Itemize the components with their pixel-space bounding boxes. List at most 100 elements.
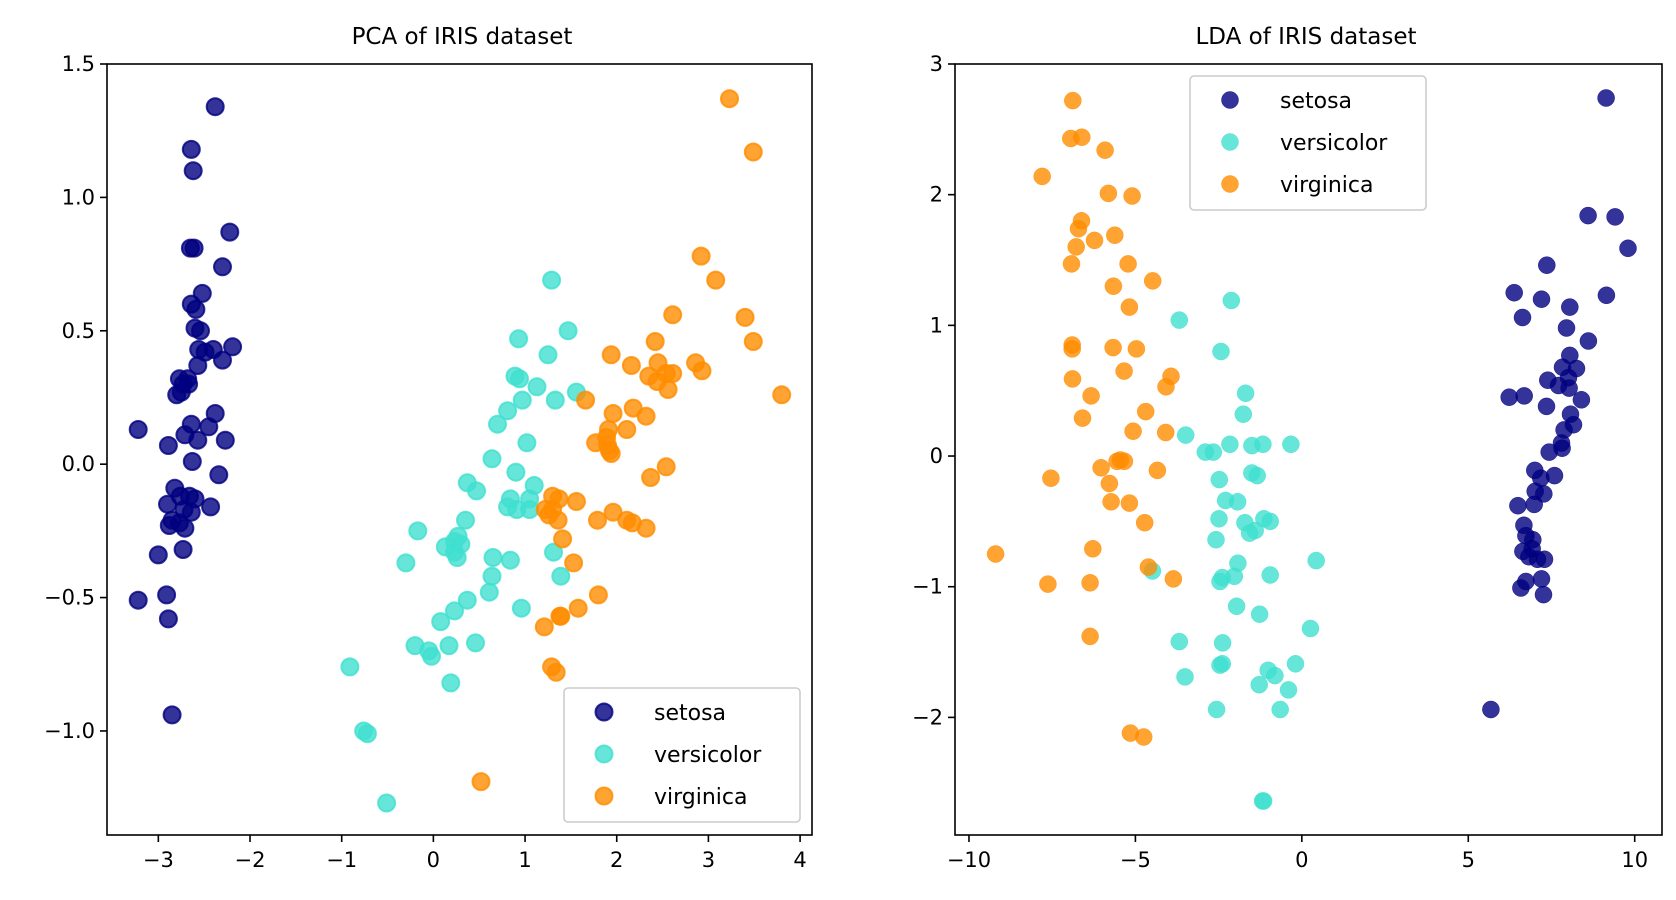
lda-title: LDA of IRIS dataset xyxy=(1195,24,1416,50)
pca-point-virginica-2 xyxy=(691,246,711,266)
pca-point-versicolor-40 xyxy=(511,598,531,618)
pca-point-versicolor-32 xyxy=(483,548,503,567)
lda-point-versicolor-47 xyxy=(1254,792,1273,810)
pca-point-setosa-50 xyxy=(158,609,178,629)
lda-point-virginica-44 xyxy=(1039,575,1057,593)
lda-legend-marker-versicolor xyxy=(1221,133,1239,151)
lda-point-versicolor-22 xyxy=(1246,521,1264,540)
lda-point-versicolor-42 xyxy=(1250,675,1268,694)
lda-point-versicolor-1 xyxy=(1170,311,1189,329)
pca-xtick-label-1: −2 xyxy=(235,848,266,872)
lda-point-virginica-25 xyxy=(1082,387,1100,405)
pca-point-versicolor-0 xyxy=(542,270,562,290)
lda-point-virginica-46 xyxy=(1081,627,1099,646)
pca-point-setosa-48 xyxy=(157,585,177,605)
pca-point-virginica-31 xyxy=(656,457,676,477)
lda-axes-frame xyxy=(954,63,1663,836)
lda-point-virginica-12 xyxy=(1062,255,1081,273)
lda-point-setosa-9 xyxy=(1513,308,1532,327)
pca-point-versicolor-16 xyxy=(467,481,486,501)
pca-point-setosa-45 xyxy=(159,516,179,535)
lda-point-virginica-35 xyxy=(1042,469,1060,487)
lda-point-setosa-22 xyxy=(1572,391,1591,409)
lda-point-versicolor-13 xyxy=(1248,466,1266,485)
pca-point-setosa-2 xyxy=(183,161,203,181)
lda-point-virginica-1 xyxy=(1033,167,1051,186)
lda-ytick-label-5: 3 xyxy=(930,52,943,76)
lda-point-setosa-4 xyxy=(1538,256,1556,274)
lda-point-virginica-38 xyxy=(1120,494,1139,512)
pca-point-virginica-8 xyxy=(645,332,665,351)
lda-point-versicolor-3 xyxy=(1236,384,1255,403)
lda-point-versicolor-11 xyxy=(1204,443,1223,461)
lda-point-virginica-36 xyxy=(1100,474,1119,493)
lda-legend-label-versicolor: versicolor xyxy=(1280,131,1388,156)
pca-point-virginica-1 xyxy=(743,142,763,162)
lda-point-versicolor-32 xyxy=(1250,605,1269,623)
lda-point-virginica-9 xyxy=(1085,231,1104,250)
pca-point-virginica-38 xyxy=(548,510,568,530)
lda-point-virginica-8 xyxy=(1069,219,1088,238)
lda-point-setosa-2 xyxy=(1606,208,1624,226)
lda-point-versicolor-44 xyxy=(1207,700,1226,719)
lda-point-versicolor-30 xyxy=(1225,567,1244,586)
pca-point-versicolor-23 xyxy=(456,510,475,530)
lda-point-virginica-43 xyxy=(1164,570,1183,588)
lda-point-virginica-6 xyxy=(1123,187,1141,205)
pca-point-setosa-12 xyxy=(223,337,243,357)
pca-title: PCA of IRIS dataset xyxy=(352,24,573,50)
lda-ytick-label-2: 0 xyxy=(930,444,943,468)
lda-point-virginica-3 xyxy=(1073,128,1091,146)
pca-point-virginica-46 xyxy=(588,585,608,605)
pca-point-virginica-50 xyxy=(534,617,554,637)
lda-point-versicolor-16 xyxy=(1228,493,1247,511)
lda-point-virginica-37 xyxy=(1102,493,1120,511)
pca-point-setosa-6 xyxy=(184,238,204,258)
lda-point-virginica-27 xyxy=(1136,402,1155,421)
pca-point-versicolor-37 xyxy=(479,582,499,602)
lda-point-virginica-29 xyxy=(1156,423,1175,442)
pca-legend-marker-versicolor xyxy=(594,744,614,764)
lda-legend-marker-setosa xyxy=(1221,91,1239,109)
lda-ytick-label-4: 2 xyxy=(930,183,943,207)
lda-point-virginica-10 xyxy=(1106,226,1124,244)
pca-point-setosa-44 xyxy=(175,518,195,538)
pca-xtick-label-3: 0 xyxy=(427,848,440,872)
lda-point-versicolor-9 xyxy=(1282,435,1300,454)
lda-legend-label-virginica: virginica xyxy=(1280,173,1374,198)
pca-point-setosa-47 xyxy=(148,545,168,565)
pca-axes: −3 −2 −1 0 1 2 3 4 −1.0 −0.5 0.0 0.5 1.0 1.5 xyxy=(44,52,813,872)
lda-point-virginica-15 xyxy=(1143,272,1162,290)
pca-point-versicolor-11 xyxy=(488,414,507,434)
lda-point-virginica-42 xyxy=(1139,558,1158,576)
lda-ytick-label-0: −2 xyxy=(912,705,943,729)
pca-axes-frame xyxy=(106,63,813,836)
lda-point-virginica-4 xyxy=(1096,141,1114,159)
lda-point-virginica-16 xyxy=(1120,298,1139,316)
lda-point-setosa-34 xyxy=(1525,495,1543,514)
pca-point-setosa-16 xyxy=(203,340,223,359)
pca-xtick-label-0: −3 xyxy=(143,848,174,872)
pca-point-versicolor-44 xyxy=(422,646,441,666)
pca-point-setosa-1 xyxy=(181,139,201,159)
lda-ytick-label-3: 1 xyxy=(930,313,943,337)
pca-point-setosa-32 xyxy=(182,452,202,471)
pca-point-virginica-40 xyxy=(588,510,607,530)
pca-point-virginica-27 xyxy=(586,433,606,453)
lda-legend-box xyxy=(1189,75,1427,211)
pca-ytick-label-4: 1.0 xyxy=(62,185,95,209)
pca-xtick-label-6: 3 xyxy=(702,848,715,872)
pca-point-virginica-52 xyxy=(546,662,566,682)
lda-point-versicolor-23 xyxy=(1207,530,1225,549)
pca-point-setosa-3 xyxy=(220,222,240,242)
pca-point-setosa-17 xyxy=(188,356,208,375)
pca-legend-box xyxy=(563,687,801,823)
lda-point-versicolor-36 xyxy=(1211,656,1229,674)
pca-point-versicolor-3 xyxy=(538,345,558,365)
lda-point-virginica-34 xyxy=(1148,461,1167,480)
pca-point-virginica-19 xyxy=(576,390,596,410)
lda-point-versicolor-39 xyxy=(1301,619,1320,638)
lda-point-setosa-3 xyxy=(1619,239,1637,258)
lda-point-setosa-48 xyxy=(1482,700,1500,719)
